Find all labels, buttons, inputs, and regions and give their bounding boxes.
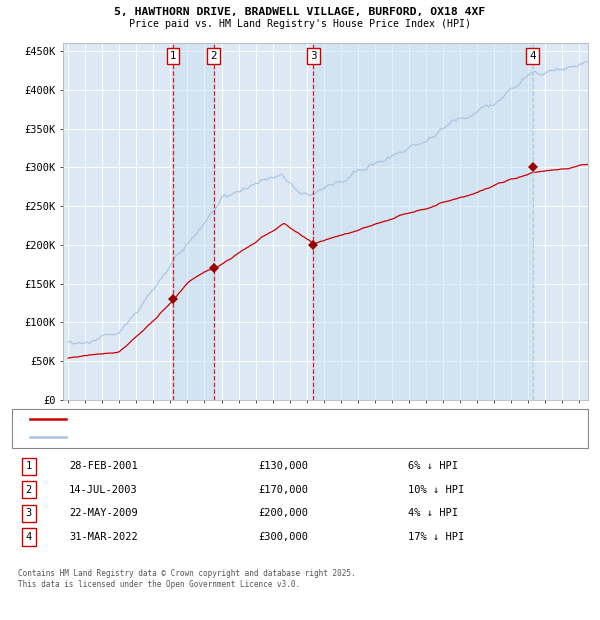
Text: 31-MAR-2022: 31-MAR-2022 xyxy=(69,532,138,542)
Text: 4: 4 xyxy=(26,532,32,542)
Text: 1: 1 xyxy=(170,51,176,61)
Text: 22-MAY-2009: 22-MAY-2009 xyxy=(69,508,138,518)
Text: 3: 3 xyxy=(26,508,32,518)
Text: £300,000: £300,000 xyxy=(258,532,308,542)
Text: Price paid vs. HM Land Registry's House Price Index (HPI): Price paid vs. HM Land Registry's House … xyxy=(129,19,471,29)
Text: 28-FEB-2001: 28-FEB-2001 xyxy=(69,461,138,471)
Text: Contains HM Land Registry data © Crown copyright and database right 2025.
This d: Contains HM Land Registry data © Crown c… xyxy=(18,569,356,588)
Text: 2: 2 xyxy=(26,485,32,495)
Text: 10% ↓ HPI: 10% ↓ HPI xyxy=(408,485,464,495)
Bar xyxy=(173,43,214,400)
Text: 5, HAWTHORN DRIVE, BRADWELL VILLAGE, BURFORD, OX18 4XF (semi-detached house): 5, HAWTHORN DRIVE, BRADWELL VILLAGE, BUR… xyxy=(75,414,474,423)
Text: 17% ↓ HPI: 17% ↓ HPI xyxy=(408,532,464,542)
Text: £200,000: £200,000 xyxy=(258,508,308,518)
Text: 6% ↓ HPI: 6% ↓ HPI xyxy=(408,461,458,471)
Text: £130,000: £130,000 xyxy=(258,461,308,471)
Text: 2: 2 xyxy=(211,51,217,61)
Text: 3: 3 xyxy=(310,51,317,61)
Text: 4% ↓ HPI: 4% ↓ HPI xyxy=(408,508,458,518)
Text: 1: 1 xyxy=(26,461,32,471)
Text: HPI: Average price, semi-detached house, West Oxfordshire: HPI: Average price, semi-detached house,… xyxy=(75,433,374,441)
Bar xyxy=(313,43,533,400)
Text: 14-JUL-2003: 14-JUL-2003 xyxy=(69,485,138,495)
Text: 4: 4 xyxy=(529,51,536,61)
Text: £170,000: £170,000 xyxy=(258,485,308,495)
Text: 5, HAWTHORN DRIVE, BRADWELL VILLAGE, BURFORD, OX18 4XF: 5, HAWTHORN DRIVE, BRADWELL VILLAGE, BUR… xyxy=(115,7,485,17)
